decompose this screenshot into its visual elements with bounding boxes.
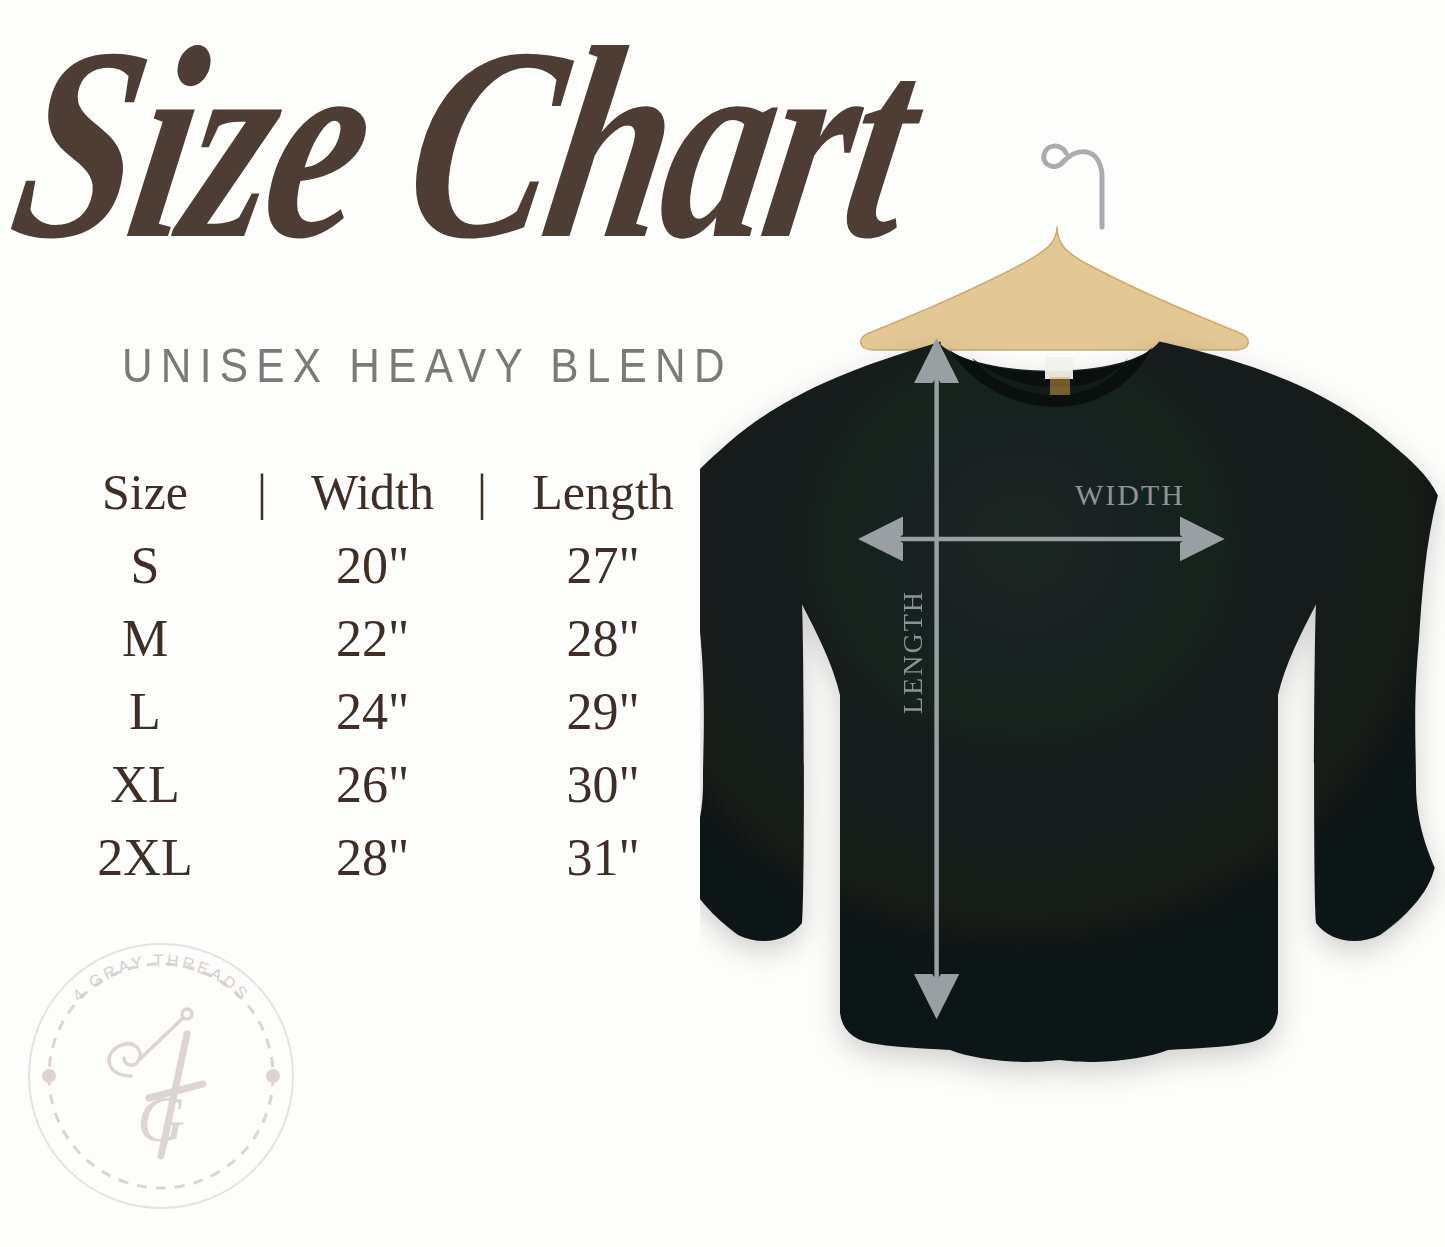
svg-text:4 GRAY THREADS: 4 GRAY THREADS — [69, 951, 254, 1005]
